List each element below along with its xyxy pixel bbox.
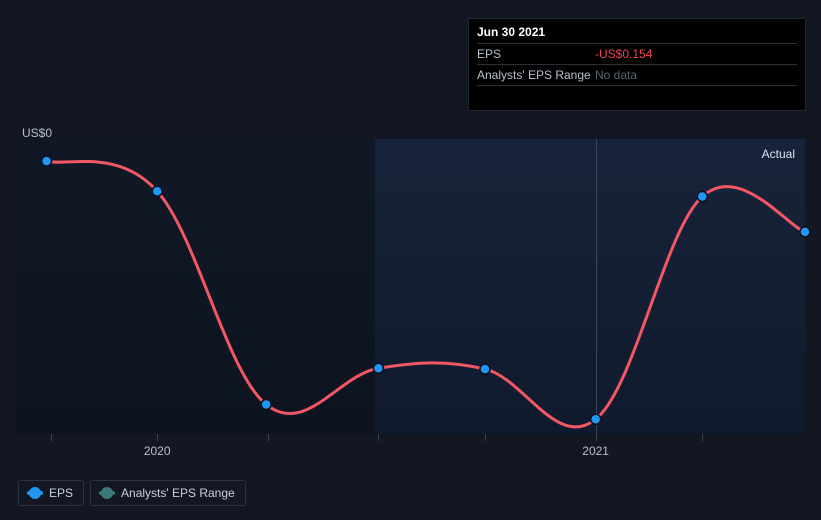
x-tick (51, 434, 52, 441)
chart-tooltip: Jun 30 2021 EPS-US$0.154Analysts' EPS Ra… (468, 18, 806, 111)
data-point[interactable] (480, 364, 490, 374)
x-tick (485, 434, 486, 441)
x-tick (268, 434, 269, 441)
data-point[interactable] (800, 227, 810, 237)
data-point[interactable] (42, 156, 52, 166)
legend-swatch-icon (29, 487, 41, 499)
y-axis-label: US$0 (22, 126, 52, 140)
tooltip-row: EPS-US$0.154 (477, 44, 797, 65)
tooltip-row-value: -US$0.154 (595, 47, 652, 61)
x-tick (157, 434, 158, 441)
data-point[interactable] (152, 186, 162, 196)
legend-item[interactable]: Analysts' EPS Range (90, 480, 246, 506)
chart-plot (15, 139, 805, 434)
tooltip-row-label: EPS (477, 47, 595, 61)
data-point[interactable] (591, 414, 601, 424)
data-point[interactable] (261, 400, 271, 410)
data-point[interactable] (373, 363, 383, 373)
eps-chart[interactable]: Actual (15, 139, 805, 434)
tooltip-row-value: No data (595, 68, 637, 82)
x-tick (378, 434, 379, 441)
data-point[interactable] (697, 192, 707, 202)
legend-swatch-icon (101, 487, 113, 499)
tooltip-row-label: Analysts' EPS Range (477, 68, 595, 82)
x-tick (596, 434, 597, 441)
legend-label: Analysts' EPS Range (121, 486, 235, 500)
tooltip-row: Analysts' EPS RangeNo data (477, 65, 797, 86)
tooltip-date: Jun 30 2021 (477, 25, 797, 44)
legend-item[interactable]: EPS (18, 480, 84, 506)
legend-label: EPS (49, 486, 73, 500)
chart-legend: EPS Analysts' EPS Range (18, 480, 246, 506)
x-tick (702, 434, 703, 441)
x-axis-label: 2021 (582, 444, 609, 458)
eps-line (47, 161, 805, 427)
x-axis: 2020 2021 (15, 434, 805, 464)
x-axis-label: 2020 (144, 444, 171, 458)
